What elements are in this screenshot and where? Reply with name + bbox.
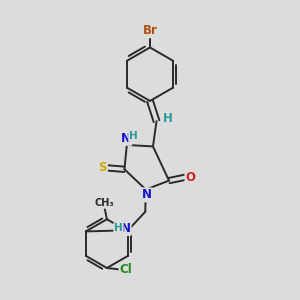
Text: N: N	[142, 188, 152, 201]
Text: Br: Br	[142, 24, 158, 37]
Text: H: H	[129, 131, 138, 141]
Text: N: N	[121, 222, 130, 235]
Text: H: H	[163, 112, 173, 125]
Text: S: S	[98, 161, 107, 174]
Text: O: O	[185, 170, 195, 184]
Text: CH₃: CH₃	[94, 198, 114, 208]
Text: H: H	[114, 224, 123, 233]
Text: N: N	[121, 132, 131, 145]
Text: Cl: Cl	[119, 263, 132, 276]
